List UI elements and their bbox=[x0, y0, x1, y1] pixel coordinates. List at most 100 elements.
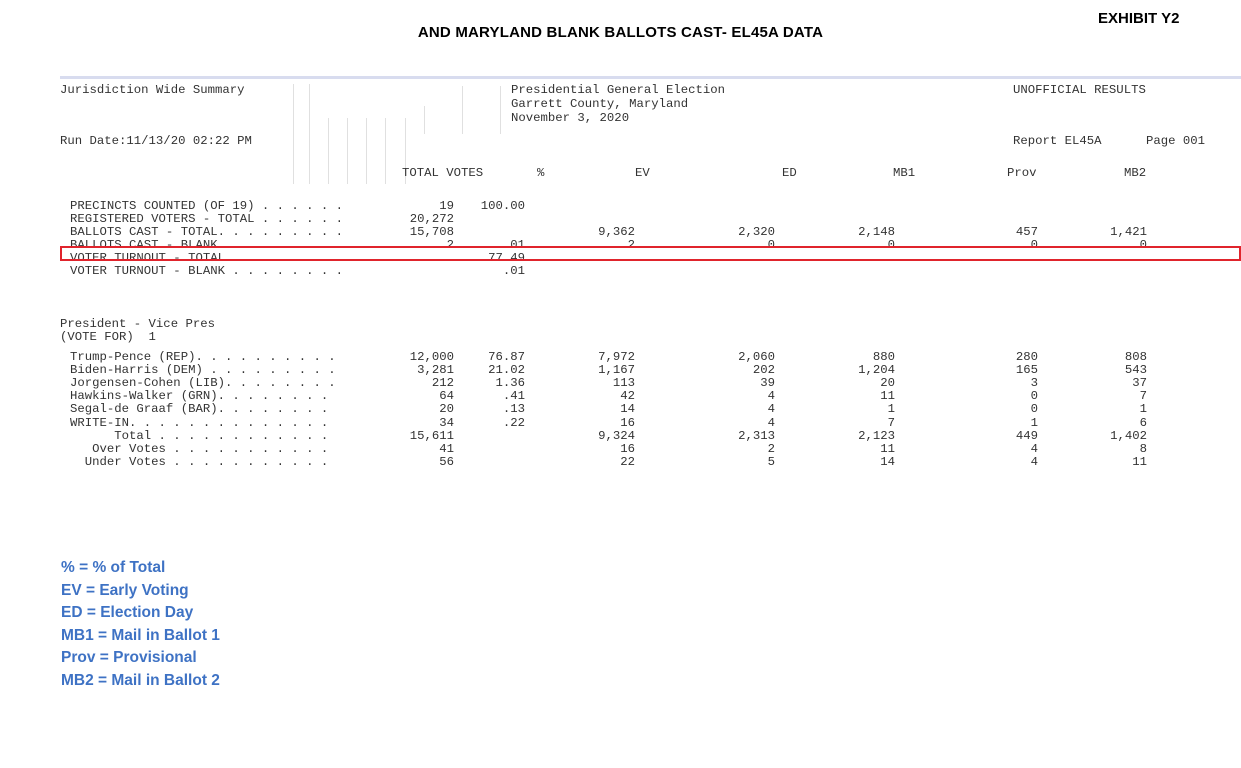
election-name: Presidential General Election bbox=[511, 83, 726, 97]
legend-item: EV = Early Voting bbox=[61, 581, 189, 599]
cell-ed: 4 bbox=[767, 415, 775, 430]
cell-mb2: 543 bbox=[1124, 363, 1147, 378]
cell-total: 56 bbox=[439, 454, 454, 469]
cell-mb2: 8 bbox=[1139, 441, 1147, 456]
page-number: Page 001 bbox=[1146, 134, 1206, 148]
scan-line bbox=[405, 118, 406, 184]
cell-total: 3,281 bbox=[417, 363, 454, 378]
cell-mb2: 1,402 bbox=[1110, 428, 1147, 443]
cell-ev: 16 bbox=[620, 441, 635, 456]
cell-ev: 1,167 bbox=[598, 363, 635, 378]
cell-total: 20,272 bbox=[409, 212, 454, 226]
cell-ev: 16 bbox=[620, 415, 635, 430]
cell-mb2: 7 bbox=[1139, 389, 1147, 404]
cell-prov: 0 bbox=[1030, 402, 1038, 417]
cell-pct: .22 bbox=[502, 415, 525, 430]
cell-total: 15,708 bbox=[409, 225, 454, 239]
cell-mb2: 37 bbox=[1132, 376, 1147, 391]
legend-item: ED = Election Day bbox=[61, 604, 194, 621]
cell-prov: 0 bbox=[1030, 238, 1038, 252]
cell-prov: 0 bbox=[1030, 389, 1038, 404]
cell-prov: 280 bbox=[1015, 350, 1038, 364]
scan-line bbox=[328, 118, 329, 184]
cell-total: 12,000 bbox=[409, 350, 454, 364]
results-status: UNOFFICIAL RESULTS bbox=[1013, 83, 1146, 97]
cell-ev: 9,324 bbox=[598, 428, 635, 443]
cell-ed: 2 bbox=[767, 441, 775, 456]
row-label: Hawkins-Walker (GRN). . . . . . . . bbox=[70, 389, 329, 404]
cell-mb2: 1 bbox=[1139, 402, 1147, 417]
row-label: Segal-de Graaf (BAR). . . . . . . . bbox=[70, 402, 329, 417]
cell-prov: 4 bbox=[1030, 454, 1038, 469]
blank-ballots-highlight bbox=[60, 246, 1241, 261]
cell-ev: 42 bbox=[620, 389, 635, 404]
cell-total: 19 bbox=[439, 199, 454, 213]
cell-mb1: 2,148 bbox=[858, 225, 895, 239]
scan-line bbox=[366, 118, 367, 184]
cell-mb2: 808 bbox=[1124, 350, 1147, 364]
column-header: MB1 bbox=[893, 166, 916, 180]
cell-total: 15,611 bbox=[409, 428, 454, 443]
cell-mb1: 14 bbox=[880, 454, 895, 469]
scan-line bbox=[424, 106, 425, 134]
legend-item: Prov = Provisional bbox=[61, 649, 197, 666]
cell-mb2: 11 bbox=[1132, 454, 1147, 469]
cell-total: 41 bbox=[439, 441, 454, 456]
cell-mb1: 20 bbox=[880, 376, 895, 391]
row-label: PRECINCTS COUNTED (OF 19) . . . . . . bbox=[70, 199, 344, 213]
column-header: Prov bbox=[1007, 166, 1037, 180]
cell-pct: 76.87 bbox=[488, 350, 525, 364]
column-header: MB2 bbox=[1124, 166, 1147, 180]
cell-prov: 449 bbox=[1015, 428, 1038, 443]
cell-pct: .41 bbox=[502, 389, 525, 404]
row-label: Over Votes . . . . . . . . . . . bbox=[70, 441, 329, 456]
row-label: REGISTERED VOTERS - TOTAL . . . . . . bbox=[70, 212, 344, 226]
cell-mb1: 1,204 bbox=[858, 363, 895, 378]
row-label: BALLOTS CAST - TOTAL. . . . . . . . . bbox=[70, 225, 344, 239]
cell-ev: 9,362 bbox=[598, 225, 635, 239]
scan-line bbox=[293, 84, 294, 184]
cell-mb1: 0 bbox=[887, 238, 895, 252]
cell-mb1: 1 bbox=[887, 402, 895, 417]
cell-ev: 2 bbox=[627, 238, 635, 252]
cell-mb1: 2,123 bbox=[858, 428, 895, 443]
row-label: VOTER TURNOUT - TOTAL . . . . . . . . bbox=[70, 251, 344, 265]
column-header: ED bbox=[782, 166, 797, 180]
county-name: Garrett County, Maryland bbox=[511, 97, 689, 111]
cell-mb2: 6 bbox=[1139, 415, 1147, 430]
cell-ed: 4 bbox=[767, 402, 775, 417]
summary-title: Jurisdiction Wide Summary bbox=[60, 83, 245, 97]
cell-prov: 165 bbox=[1015, 363, 1038, 378]
cell-pct: .13 bbox=[502, 402, 525, 417]
exhibit-label: EXHIBIT Y2 bbox=[1098, 10, 1180, 27]
cell-ev: 22 bbox=[620, 454, 635, 469]
report-top-border bbox=[60, 76, 1241, 79]
run-date: Run Date:11/13/20 02:22 PM bbox=[60, 134, 252, 148]
election-date: November 3, 2020 bbox=[511, 111, 630, 125]
cell-pct: .01 bbox=[502, 238, 525, 252]
column-header: % bbox=[537, 166, 545, 180]
cell-ed: 0 bbox=[767, 238, 775, 252]
scan-line bbox=[347, 118, 348, 184]
column-header: TOTAL VOTES bbox=[402, 166, 484, 180]
cell-total: 34 bbox=[439, 415, 454, 430]
cell-total: 212 bbox=[431, 376, 454, 391]
cell-pct: 77.49 bbox=[488, 251, 525, 265]
row-label: WRITE-IN. . . . . . . . . . . . . . bbox=[70, 415, 329, 430]
cell-ed: 2,313 bbox=[738, 428, 775, 443]
cell-prov: 1 bbox=[1030, 415, 1038, 430]
legend-item: MB1 = Mail in Ballot 1 bbox=[61, 626, 220, 644]
row-label: Trump-Pence (REP). . . . . . . . . . bbox=[70, 350, 336, 364]
scan-line bbox=[462, 86, 463, 134]
legend-item: % = % of Total bbox=[61, 559, 166, 576]
document-title: AND MARYLAND BLANK BALLOTS CAST- EL45A D… bbox=[417, 24, 824, 41]
row-label: Under Votes . . . . . . . . . . . bbox=[70, 454, 329, 469]
cell-pct: 1.36 bbox=[495, 376, 525, 391]
cell-mb1: 7 bbox=[887, 415, 895, 430]
cell-ev: 14 bbox=[620, 402, 635, 417]
cell-mb1: 880 bbox=[872, 350, 895, 364]
cell-total: 64 bbox=[439, 389, 454, 404]
cell-ed: 202 bbox=[752, 363, 775, 378]
el45a-report: Jurisdiction Wide Summary Presidential G… bbox=[60, 76, 1241, 531]
scan-line bbox=[309, 84, 310, 184]
